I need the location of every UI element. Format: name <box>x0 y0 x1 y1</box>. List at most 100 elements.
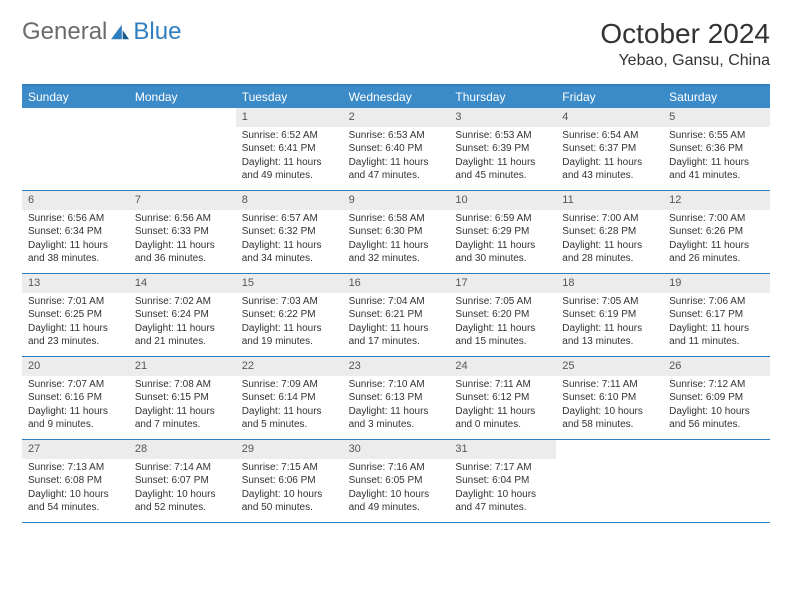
day-header: Sunday <box>22 86 129 108</box>
logo-text-part2: Blue <box>133 18 181 46</box>
calendar-cell: 22Sunrise: 7:09 AMSunset: 6:14 PMDayligh… <box>236 357 343 439</box>
calendar-cell: 24Sunrise: 7:11 AMSunset: 6:12 PMDayligh… <box>449 357 556 439</box>
sunset-text: Sunset: 6:33 PM <box>135 225 230 239</box>
day-number: 12 <box>663 191 770 210</box>
day-info: Sunrise: 7:12 AMSunset: 6:09 PMDaylight:… <box>663 376 770 438</box>
daylight-text: Daylight: 11 hours and 23 minutes. <box>28 322 123 349</box>
day-number: 1 <box>236 108 343 127</box>
day-number: 25 <box>556 357 663 376</box>
calendar-cell <box>556 440 663 522</box>
day-number: 17 <box>449 274 556 293</box>
calendar-cell: 20Sunrise: 7:07 AMSunset: 6:16 PMDayligh… <box>22 357 129 439</box>
calendar-cell: 21Sunrise: 7:08 AMSunset: 6:15 PMDayligh… <box>129 357 236 439</box>
day-header: Wednesday <box>343 86 450 108</box>
day-info: Sunrise: 7:00 AMSunset: 6:28 PMDaylight:… <box>556 210 663 272</box>
sunrise-text: Sunrise: 7:17 AM <box>455 461 550 475</box>
daylight-text: Daylight: 11 hours and 47 minutes. <box>349 156 444 183</box>
calendar-cell: 15Sunrise: 7:03 AMSunset: 6:22 PMDayligh… <box>236 274 343 356</box>
day-number: 7 <box>129 191 236 210</box>
day-info: Sunrise: 7:05 AMSunset: 6:20 PMDaylight:… <box>449 293 556 355</box>
daylight-text: Daylight: 10 hours and 52 minutes. <box>135 488 230 515</box>
sunset-text: Sunset: 6:26 PM <box>669 225 764 239</box>
calendar-cell: 25Sunrise: 7:11 AMSunset: 6:10 PMDayligh… <box>556 357 663 439</box>
sunset-text: Sunset: 6:21 PM <box>349 308 444 322</box>
calendar-cell <box>129 108 236 190</box>
day-info: Sunrise: 7:17 AMSunset: 6:04 PMDaylight:… <box>449 459 556 521</box>
sunset-text: Sunset: 6:12 PM <box>455 391 550 405</box>
sunrise-text: Sunrise: 7:05 AM <box>455 295 550 309</box>
calendar-cell: 6Sunrise: 6:56 AMSunset: 6:34 PMDaylight… <box>22 191 129 273</box>
calendar-cell: 23Sunrise: 7:10 AMSunset: 6:13 PMDayligh… <box>343 357 450 439</box>
day-info: Sunrise: 6:52 AMSunset: 6:41 PMDaylight:… <box>236 127 343 189</box>
sunrise-text: Sunrise: 7:14 AM <box>135 461 230 475</box>
daylight-text: Daylight: 11 hours and 43 minutes. <box>562 156 657 183</box>
sunset-text: Sunset: 6:08 PM <box>28 474 123 488</box>
calendar-cell: 16Sunrise: 7:04 AMSunset: 6:21 PMDayligh… <box>343 274 450 356</box>
day-header-row: Sunday Monday Tuesday Wednesday Thursday… <box>22 86 770 108</box>
day-number: 29 <box>236 440 343 459</box>
day-number: 5 <box>663 108 770 127</box>
day-number: 20 <box>22 357 129 376</box>
title-block: October 2024 Yebao, Gansu, China <box>600 18 770 70</box>
calendar-cell: 12 Sunrise: 7:00 AMSunset: 6:26 PMDayligh… <box>663 191 770 273</box>
daylight-text: Daylight: 10 hours and 56 minutes. <box>669 405 764 432</box>
sunrise-text: Sunrise: 7:08 AM <box>135 378 230 392</box>
day-number: 2 <box>343 108 450 127</box>
logo-sail-icon <box>109 23 131 41</box>
calendar-cell: 8Sunrise: 6:57 AMSunset: 6:32 PMDaylight… <box>236 191 343 273</box>
calendar-cell: 3Sunrise: 6:53 AMSunset: 6:39 PMDaylight… <box>449 108 556 190</box>
day-info: Sunrise: 6:56 AMSunset: 6:33 PMDaylight:… <box>129 210 236 272</box>
sunset-text: Sunset: 6:19 PM <box>562 308 657 322</box>
day-number: 26 <box>663 357 770 376</box>
day-number: 27 <box>22 440 129 459</box>
day-number: 3 <box>449 108 556 127</box>
day-info: Sunrise: 7:11 AMSunset: 6:12 PMDaylight:… <box>449 376 556 438</box>
sunset-text: Sunset: 6:16 PM <box>28 391 123 405</box>
location: Yebao, Gansu, China <box>600 52 770 70</box>
calendar-cell: 5Sunrise: 6:55 AMSunset: 6:36 PMDaylight… <box>663 108 770 190</box>
calendar-cell <box>22 108 129 190</box>
day-info: Sunrise: 6:58 AMSunset: 6:30 PMDaylight:… <box>343 210 450 272</box>
week-row: 20Sunrise: 7:07 AMSunset: 6:16 PMDayligh… <box>22 357 770 440</box>
calendar-cell: 1Sunrise: 6:52 AMSunset: 6:41 PMDaylight… <box>236 108 343 190</box>
daylight-text: Daylight: 11 hours and 21 minutes. <box>135 322 230 349</box>
week-row: 1Sunrise: 6:52 AMSunset: 6:41 PMDaylight… <box>22 108 770 191</box>
day-info: Sunrise: 7:09 AMSunset: 6:14 PMDaylight:… <box>236 376 343 438</box>
day-header: Tuesday <box>236 86 343 108</box>
sunset-text: Sunset: 6:28 PM <box>562 225 657 239</box>
sunrise-text: Sunrise: 7:13 AM <box>28 461 123 475</box>
calendar-cell: 17Sunrise: 7:05 AMSunset: 6:20 PMDayligh… <box>449 274 556 356</box>
sunrise-text: Sunrise: 7:00 AM <box>562 212 657 226</box>
daylight-text: Daylight: 10 hours and 54 minutes. <box>28 488 123 515</box>
day-info: Sunrise: 6:59 AMSunset: 6:29 PMDaylight:… <box>449 210 556 272</box>
sunrise-text: Sunrise: 7:05 AM <box>562 295 657 309</box>
day-header: Monday <box>129 86 236 108</box>
calendar-cell: 2Sunrise: 6:53 AMSunset: 6:40 PMDaylight… <box>343 108 450 190</box>
day-number: 10 <box>449 191 556 210</box>
sunrise-text: Sunrise: 7:00 AM <box>669 212 764 226</box>
day-number: 30 <box>343 440 450 459</box>
sunrise-text: Sunrise: 7:03 AM <box>242 295 337 309</box>
day-info: Sunrise: 6:56 AMSunset: 6:34 PMDaylight:… <box>22 210 129 272</box>
day-number: 21 <box>129 357 236 376</box>
day-info: Sunrise: 7:06 AMSunset: 6:17 PMDaylight:… <box>663 293 770 355</box>
week-row: 6Sunrise: 6:56 AMSunset: 6:34 PMDaylight… <box>22 191 770 274</box>
day-number: 13 <box>22 274 129 293</box>
sunrise-text: Sunrise: 7:02 AM <box>135 295 230 309</box>
sunset-text: Sunset: 6:29 PM <box>455 225 550 239</box>
sunset-text: Sunset: 6:36 PM <box>669 142 764 156</box>
sunset-text: Sunset: 6:15 PM <box>135 391 230 405</box>
day-info: Sunrise: 7:14 AMSunset: 6:07 PMDaylight:… <box>129 459 236 521</box>
daylight-text: Daylight: 11 hours and 15 minutes. <box>455 322 550 349</box>
day-info: Sunrise: 6:57 AMSunset: 6:32 PMDaylight:… <box>236 210 343 272</box>
daylight-text: Daylight: 11 hours and 49 minutes. <box>242 156 337 183</box>
daylight-text: Daylight: 11 hours and 45 minutes. <box>455 156 550 183</box>
week-row: 27Sunrise: 7:13 AMSunset: 6:08 PMDayligh… <box>22 440 770 523</box>
calendar-cell: 10Sunrise: 6:59 AMSunset: 6:29 PMDayligh… <box>449 191 556 273</box>
daylight-text: Daylight: 11 hours and 17 minutes. <box>349 322 444 349</box>
logo: General Blue <box>22 18 181 46</box>
day-number: 11 <box>556 191 663 210</box>
daylight-text: Daylight: 11 hours and 26 minutes. <box>669 239 764 266</box>
day-info: Sunrise: 7:05 AMSunset: 6:19 PMDaylight:… <box>556 293 663 355</box>
header: General Blue October 2024 Yebao, Gansu, … <box>22 18 770 70</box>
